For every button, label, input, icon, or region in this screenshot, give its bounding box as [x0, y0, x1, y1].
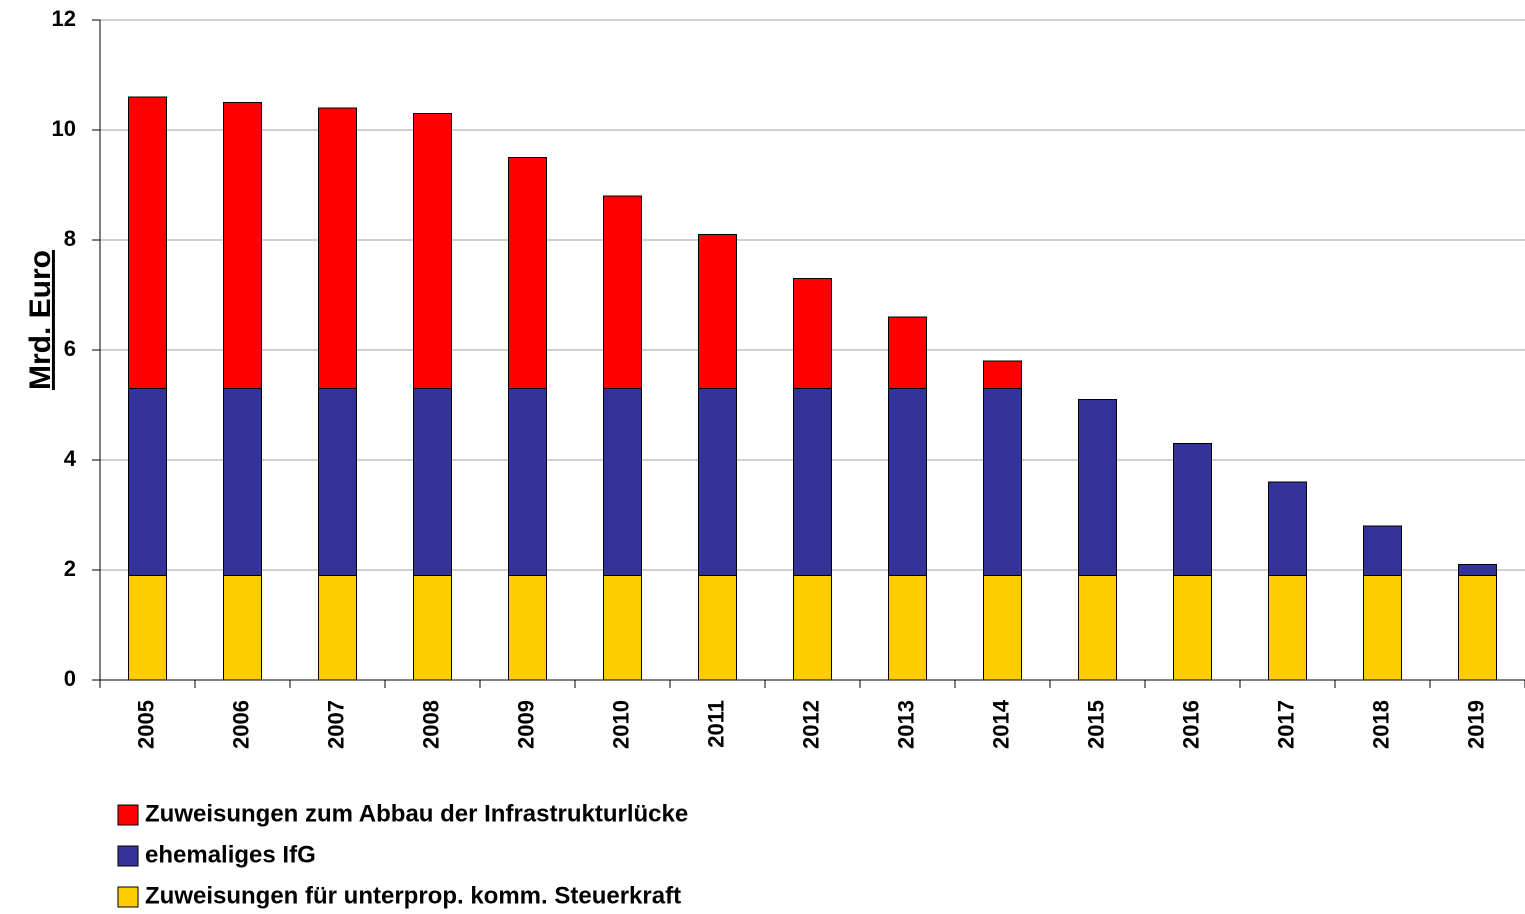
bar-segment — [413, 388, 452, 576]
bar-segment — [223, 575, 262, 681]
bar-segment — [1173, 443, 1212, 576]
bar-segment — [128, 388, 167, 576]
bar-segment — [603, 195, 642, 389]
x-tick-label: 2013 — [893, 700, 918, 749]
y-tick-label: 2 — [64, 556, 76, 581]
bar-segment — [1173, 575, 1212, 681]
bar-segment — [983, 575, 1022, 681]
bar-segment — [698, 234, 737, 389]
bar-segment — [413, 575, 452, 681]
x-tick-label: 2015 — [1083, 700, 1108, 749]
y-axis-label: Mrd. Euro — [24, 250, 57, 390]
bar-segment — [508, 157, 547, 389]
bar-segment — [603, 388, 642, 576]
bar-segment — [128, 96, 167, 389]
legend-label: Zuweisungen für unterprop. komm. Steuerk… — [145, 882, 681, 909]
bar-segment — [1363, 575, 1402, 681]
bar-segment — [413, 113, 452, 389]
legend-label: Zuweisungen zum Abbau der Infrastrukturl… — [145, 800, 688, 827]
x-tick-label: 2005 — [133, 700, 158, 749]
bar-segment — [1458, 575, 1497, 681]
bar-segment — [1458, 564, 1497, 576]
legend-label: ehemaliges IfG — [145, 841, 316, 868]
bar-segment — [223, 102, 262, 389]
y-tick-label: 8 — [64, 226, 76, 251]
bar-segment — [983, 360, 1022, 389]
bar-segment — [1363, 525, 1402, 576]
x-tick-label: 2016 — [1178, 700, 1203, 749]
bar-segment — [1268, 481, 1307, 576]
x-tick-label: 2018 — [1368, 700, 1393, 749]
bar-segment — [888, 575, 927, 681]
x-tick-label: 2011 — [703, 700, 728, 748]
y-tick-label: 0 — [64, 666, 76, 691]
bar-segment — [508, 575, 547, 681]
x-tick-label: 2006 — [228, 700, 253, 749]
x-tick-label: 2010 — [608, 700, 633, 749]
y-tick-label: 4 — [64, 446, 77, 471]
legend-swatch — [117, 886, 139, 908]
bar-segment — [603, 575, 642, 681]
bar-segment — [1078, 575, 1117, 681]
x-tick-label: 2009 — [513, 700, 538, 749]
x-tick-label: 2017 — [1273, 700, 1298, 749]
bar-segment — [888, 388, 927, 576]
y-tick-label: 6 — [64, 336, 76, 361]
bar-segment — [223, 388, 262, 576]
bar-segment — [1268, 575, 1307, 681]
bar-segment — [793, 278, 832, 389]
bar-segment — [318, 575, 357, 681]
bar-segment — [793, 575, 832, 681]
legend-swatch — [117, 804, 139, 826]
bar-segment — [318, 388, 357, 576]
legend-swatch — [117, 845, 139, 867]
bar-segment — [318, 107, 357, 389]
x-tick-label: 2012 — [798, 700, 823, 749]
bar-segment — [128, 575, 167, 681]
bar-segment — [983, 388, 1022, 576]
bar-segment — [508, 388, 547, 576]
bar-segment — [698, 575, 737, 681]
x-tick-label: 2014 — [988, 699, 1013, 749]
y-tick-label: 10 — [52, 116, 76, 141]
x-tick-label: 2007 — [323, 700, 348, 749]
bar-segment — [1078, 399, 1117, 576]
bar-segment — [698, 388, 737, 576]
x-tick-label: 2019 — [1463, 700, 1488, 749]
bar-segment — [888, 316, 927, 389]
y-tick-label: 12 — [52, 6, 76, 31]
bar-segment — [793, 388, 832, 576]
x-tick-label: 2008 — [418, 700, 443, 749]
